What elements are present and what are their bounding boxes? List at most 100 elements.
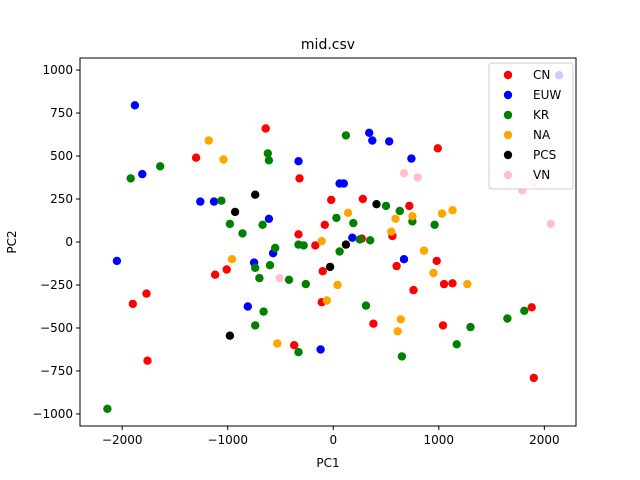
legend-marker-pcs: [503, 150, 513, 160]
y-tick-label-3: −250: [40, 278, 73, 292]
point-kr-19: [301, 279, 310, 289]
x-tick-label-2: 0: [329, 433, 337, 447]
legend-label-cn: CN: [533, 68, 550, 82]
point-euw-15: [368, 136, 377, 145]
series-pcs: [225, 190, 381, 340]
point-euw-14: [365, 128, 374, 137]
point-cn-4: [210, 270, 220, 279]
legend-marker-na: [503, 130, 513, 140]
point-kr-0: [103, 404, 112, 413]
point-pcs-3: [325, 262, 335, 272]
point-na-3: [273, 339, 282, 348]
point-kr-1: [126, 174, 135, 183]
point-vn-0: [275, 273, 284, 283]
point-euw-17: [399, 255, 409, 264]
legend-marker-kr: [503, 110, 513, 120]
point-cn-0: [191, 153, 201, 162]
point-kr-34: [503, 314, 512, 323]
series-na: [204, 136, 472, 348]
point-cn-10: [311, 241, 320, 250]
point-na-11: [396, 315, 405, 324]
point-cn-23: [432, 256, 441, 266]
point-cn-9: [290, 341, 299, 350]
point-cn-1: [128, 299, 137, 309]
x-tick-label-3: 1000: [424, 433, 455, 447]
point-euw-7: [264, 214, 274, 223]
x-tick-label-4: 2000: [529, 433, 560, 447]
point-kr-2: [156, 162, 165, 171]
legend-marker-cn: [503, 70, 513, 80]
point-na-6: [333, 280, 342, 290]
point-na-0: [204, 136, 213, 145]
point-euw-3: [196, 197, 205, 206]
point-euw-5: [243, 302, 252, 311]
point-kr-9: [263, 149, 272, 158]
point-na-4: [317, 236, 326, 246]
point-cn-16: [358, 194, 367, 204]
point-euw-12: [339, 179, 348, 188]
point-cn-11: [318, 267, 327, 276]
point-cn-17: [369, 319, 378, 328]
point-cn-20: [405, 201, 414, 211]
point-cn-19: [392, 261, 401, 271]
x-axis-label: PC1: [316, 456, 339, 470]
point-na-16: [448, 206, 457, 215]
y-tick-label-2: −500: [40, 321, 73, 335]
point-euw-13: [348, 233, 357, 242]
x-tick-label-0: −2000: [102, 433, 143, 447]
legend-label-vn: VN: [533, 168, 550, 182]
point-kr-33: [466, 322, 475, 332]
point-cn-12: [320, 220, 329, 229]
point-kr-24: [355, 235, 364, 244]
point-kr-15: [284, 275, 294, 284]
point-na-17: [463, 279, 472, 289]
point-euw-0: [130, 101, 140, 110]
point-pcs-4: [341, 240, 351, 249]
y-tick-label-0: −1000: [32, 407, 73, 421]
point-kr-17: [294, 347, 303, 357]
point-euw-16: [385, 137, 394, 146]
point-kr-12: [271, 243, 280, 253]
point-kr-4: [225, 219, 235, 229]
point-cn-6: [261, 124, 270, 133]
chart-title: mid.csv: [301, 37, 355, 53]
point-kr-7: [255, 273, 264, 283]
legend-marker-vn: [503, 170, 513, 180]
point-pcs-0: [225, 331, 235, 340]
point-euw-1: [112, 256, 122, 266]
series-cn: [128, 124, 538, 383]
point-cn-8: [294, 230, 303, 239]
legend-label-kr: KR: [533, 108, 549, 122]
point-cn-26: [438, 321, 448, 330]
point-kr-35: [520, 306, 529, 315]
point-cn-24: [439, 279, 449, 289]
y-tick-label-7: 750: [50, 106, 73, 120]
point-kr-29: [397, 352, 407, 361]
y-tick-label-8: 1000: [42, 63, 73, 77]
point-kr-3: [217, 196, 226, 205]
point-na-12: [408, 212, 417, 221]
point-na-15: [437, 209, 447, 218]
point-cn-21: [409, 285, 418, 295]
point-vn-5: [546, 219, 555, 229]
y-tick-label-1: −750: [40, 364, 73, 378]
point-kr-11: [265, 261, 275, 270]
point-na-1: [219, 155, 228, 164]
point-vn-2: [413, 173, 422, 182]
point-cn-25: [448, 279, 457, 288]
point-kr-14: [251, 321, 260, 330]
point-euw-9: [294, 157, 303, 166]
point-cn-28: [529, 373, 538, 383]
point-kr-10: [264, 156, 274, 165]
point-kr-26: [366, 236, 375, 245]
point-kr-25: [361, 301, 371, 310]
point-cn-2: [142, 289, 151, 298]
x-tick-label-1: −1000: [207, 433, 248, 447]
point-kr-23: [349, 218, 358, 228]
point-pcs-2: [251, 190, 260, 199]
point-na-13: [419, 246, 429, 255]
legend-box: [488, 62, 574, 190]
point-na-10: [393, 327, 402, 336]
